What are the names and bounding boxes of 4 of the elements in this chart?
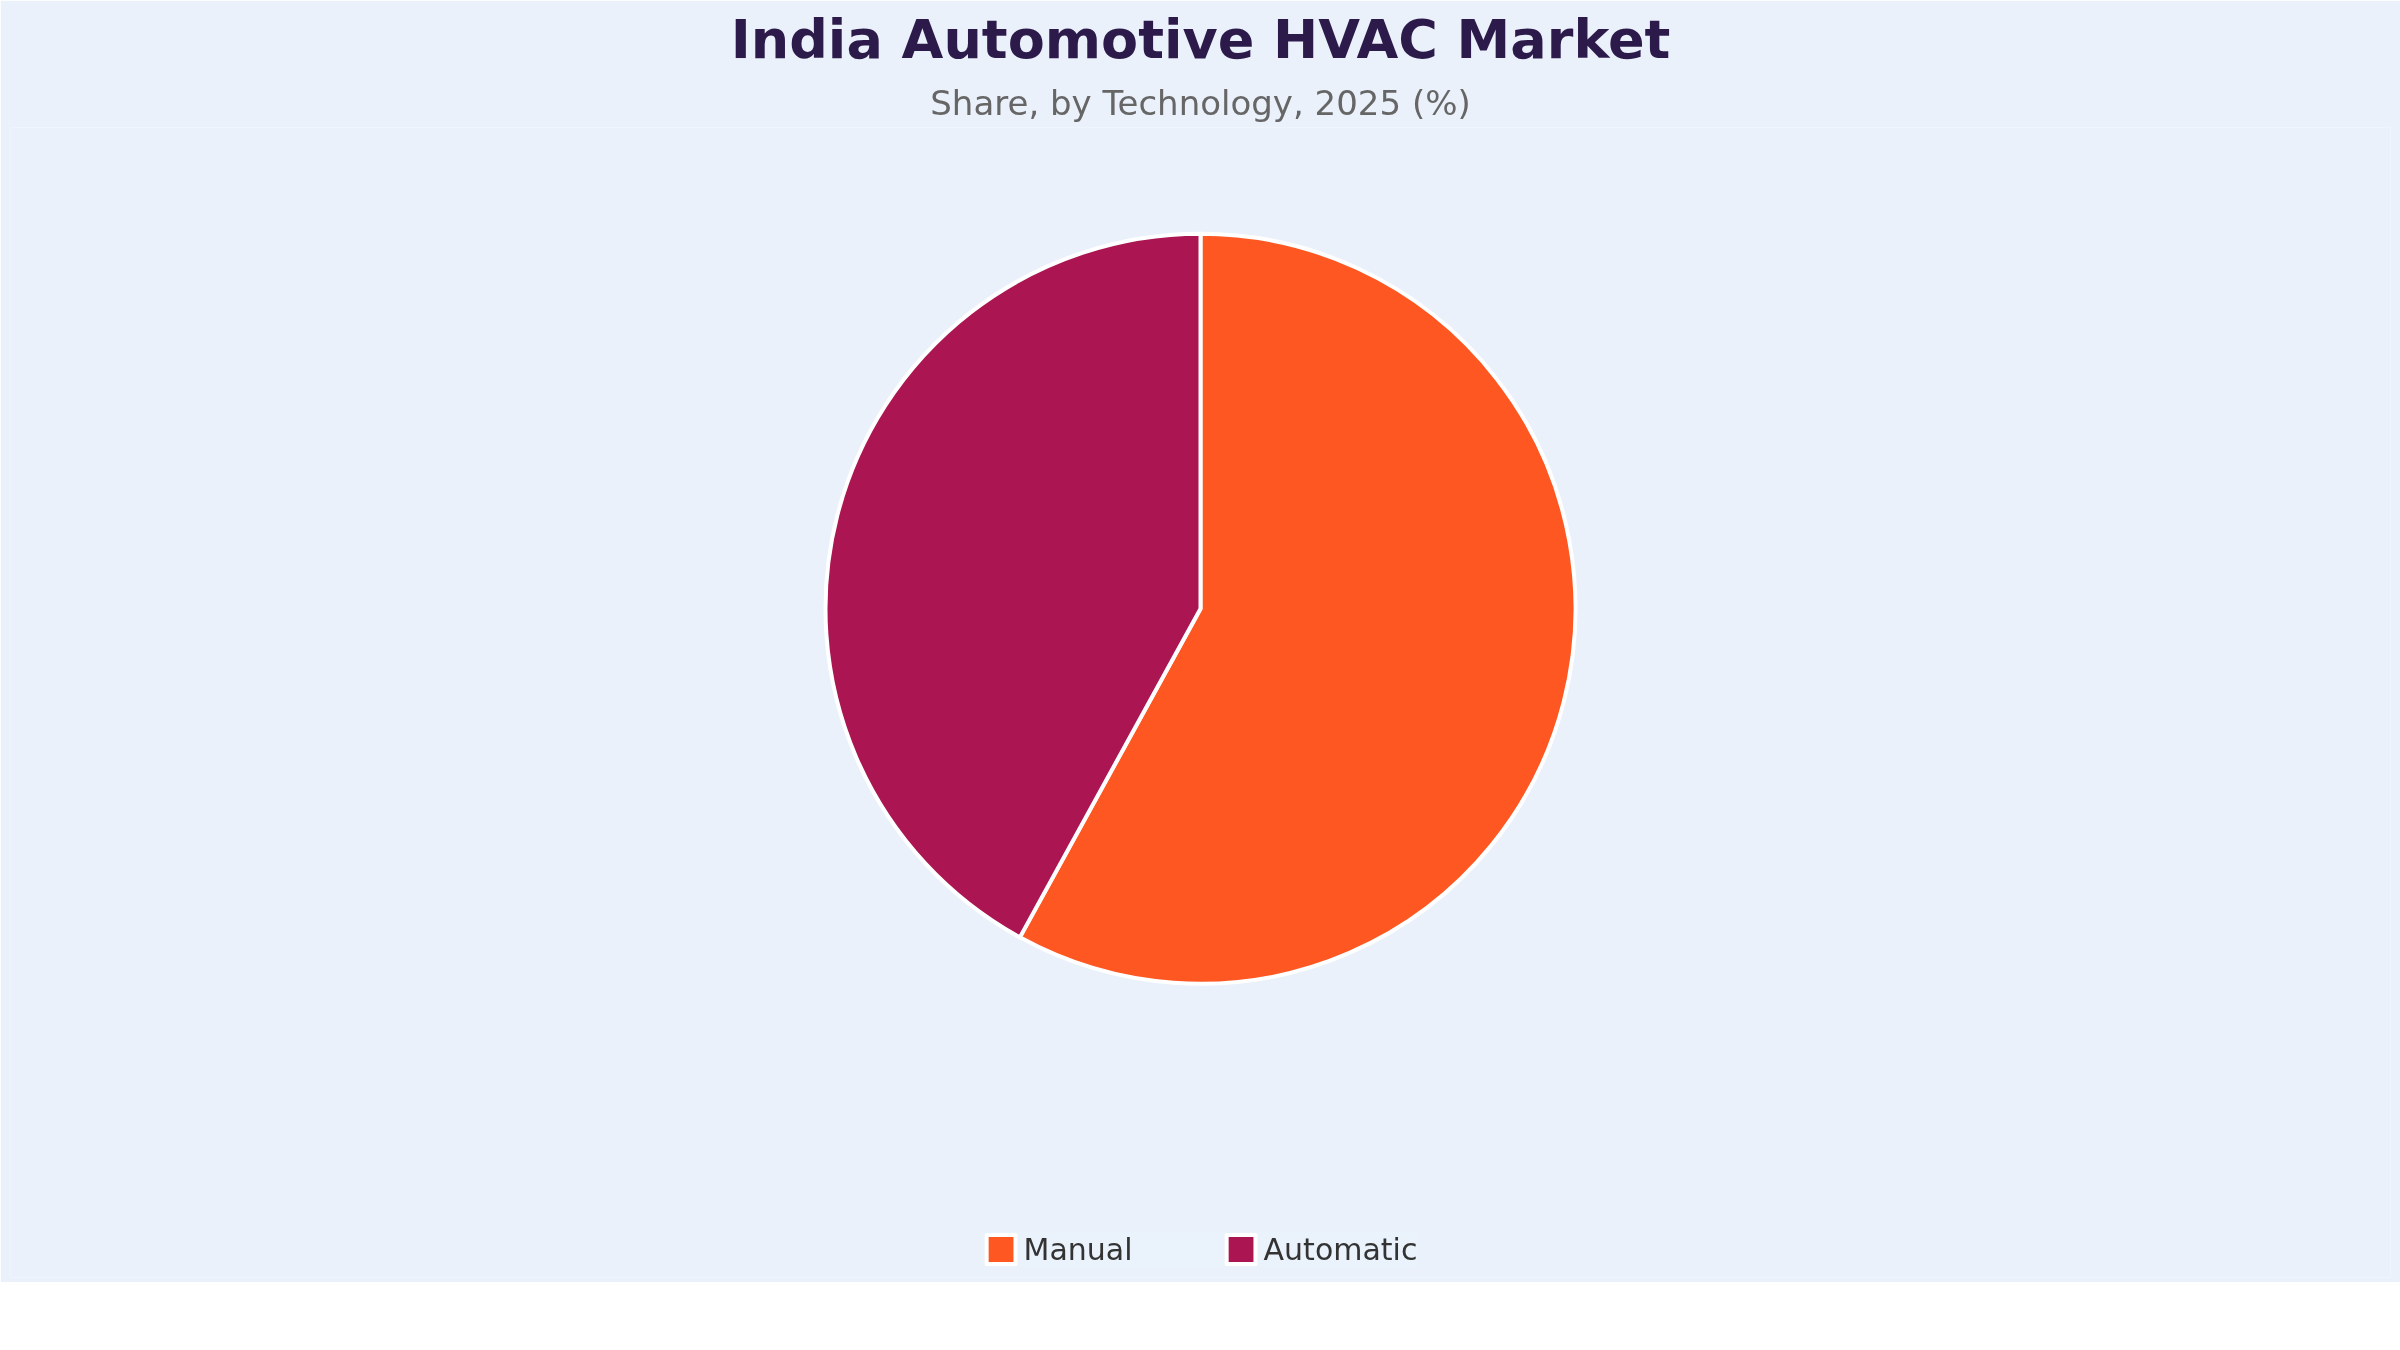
legend-label: Manual: [1023, 1231, 1133, 1267]
chart-subtitle: Share, by Technology, 2025 (%): [930, 82, 1471, 123]
legend-label: Automatic: [1263, 1231, 1418, 1267]
chart-title: India Automotive HVAC Market: [730, 7, 1671, 71]
